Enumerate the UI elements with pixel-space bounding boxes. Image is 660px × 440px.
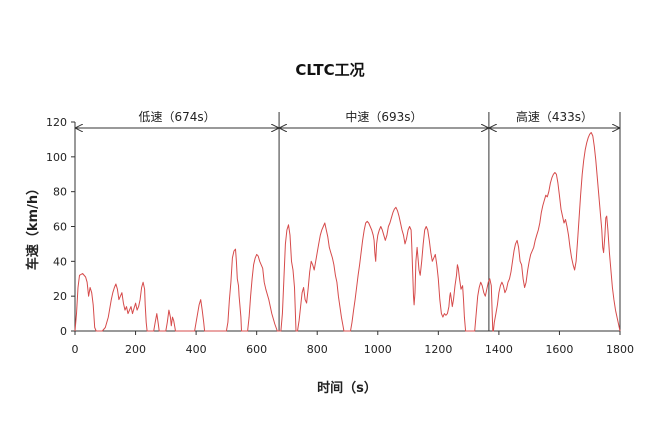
x-tick-label: 1800 xyxy=(606,343,634,356)
y-tick-label: 20 xyxy=(53,290,67,303)
x-axis-title: 时间（s） xyxy=(317,380,377,396)
x-tick-label: 1400 xyxy=(485,343,513,356)
x-tick-label: 1600 xyxy=(545,343,573,356)
segment-label: 低速（674s） xyxy=(138,110,215,124)
y-axis-title: 车速（km/h） xyxy=(25,182,41,270)
y-tick-label: 100 xyxy=(46,151,67,164)
segment-label: 高速（433s） xyxy=(516,109,593,124)
x-tick-label: 600 xyxy=(246,343,267,356)
y-tick-label: 60 xyxy=(53,221,67,234)
y-tick-label: 0 xyxy=(60,325,67,338)
x-tick-label: 1200 xyxy=(424,343,452,356)
x-tick-label: 0 xyxy=(72,343,79,356)
y-tick-label: 120 xyxy=(46,116,67,129)
x-tick-label: 1000 xyxy=(364,343,392,356)
x-tick-label: 800 xyxy=(307,343,328,356)
speed-series-line xyxy=(74,132,621,332)
y-tick-label: 40 xyxy=(53,255,67,268)
y-tick-label: 80 xyxy=(53,186,67,199)
x-tick-label: 400 xyxy=(186,343,207,356)
x-tick-label: 200 xyxy=(125,343,146,356)
segment-label: 中速（693s） xyxy=(345,109,422,124)
chart-title: CLTC工况 xyxy=(295,61,364,79)
